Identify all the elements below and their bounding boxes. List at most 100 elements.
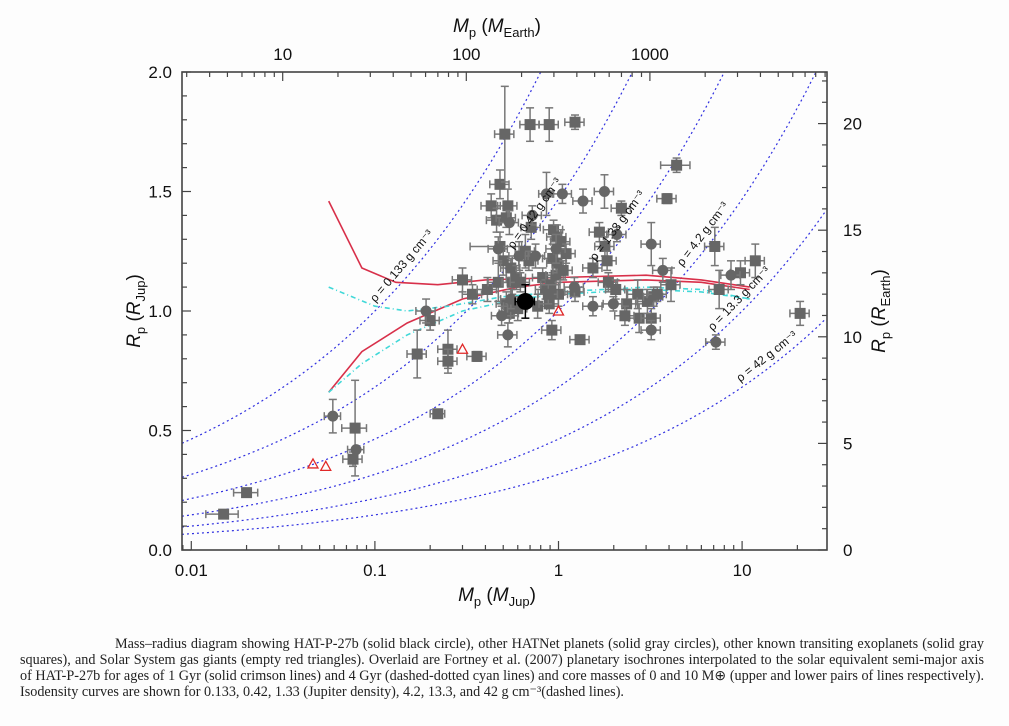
square-marker [514, 276, 526, 288]
square-marker [671, 159, 683, 171]
circle-marker [645, 324, 657, 336]
circle-marker [496, 310, 508, 322]
big-black-circle-point [514, 283, 536, 319]
gray-circle-point [323, 398, 342, 434]
x-tick-label: 1 [554, 561, 563, 580]
triangle-marker [306, 457, 320, 469]
gray-circle-point [593, 174, 615, 209]
gray-square-point [708, 269, 729, 310]
y-tick-label: 1.5 [148, 183, 172, 202]
x-tick-label: 10 [733, 561, 752, 580]
square-marker [619, 310, 631, 322]
gray-square-point [205, 508, 239, 520]
square-marker [456, 274, 468, 286]
circle-marker [556, 188, 568, 200]
triangle-marker [456, 342, 469, 354]
square-marker [601, 255, 613, 267]
gray-circle-point [720, 260, 741, 291]
circle-marker [550, 243, 562, 255]
gray-circle-point [704, 334, 726, 350]
x-tick-label: 0.1 [363, 561, 387, 580]
square-marker [411, 348, 423, 360]
square-marker [651, 288, 663, 300]
gray-square-point [537, 283, 559, 305]
circle-marker [607, 298, 619, 310]
square-marker [548, 224, 560, 236]
x2-tick-label: 10 [273, 45, 292, 64]
gray-square-point [489, 169, 510, 200]
square-marker [546, 324, 558, 336]
square-marker [587, 262, 599, 274]
isodensity-curves [182, 72, 826, 535]
square-marker [661, 193, 673, 205]
red-open-triangle-point [456, 342, 469, 354]
square-marker [560, 248, 572, 260]
gray-circle-point [524, 243, 546, 269]
y-tick-label: 0.5 [148, 422, 172, 441]
gray-circle-point [496, 322, 518, 348]
y-tick-label: 0.0 [148, 541, 172, 560]
gray-circle-point [651, 257, 673, 284]
gray-square-point [509, 272, 531, 293]
square-marker [615, 202, 627, 214]
isochrone-curves [327, 200, 750, 393]
gray-square-point [789, 300, 810, 327]
square-marker [500, 212, 512, 224]
square-marker [503, 307, 515, 319]
gray-square-point [613, 305, 635, 327]
circle-marker [420, 305, 432, 317]
data-points [205, 85, 810, 520]
circle-marker [540, 188, 552, 200]
gray-square-point [659, 157, 691, 174]
gray-circle-point [640, 319, 662, 341]
red-open-triangle-point [306, 457, 320, 469]
isochrone-1 [328, 279, 750, 393]
isochrone-2 [328, 286, 750, 312]
hat-p-27b-marker [516, 292, 534, 310]
circle-marker [513, 250, 525, 262]
y2-axis-title: Rp (REarth) [869, 269, 893, 353]
y2-tick-label: 5 [843, 434, 852, 453]
y-tick-label: 2.0 [148, 63, 172, 82]
gray-square-point [451, 267, 473, 293]
y2-tick-label: 10 [843, 328, 862, 347]
square-marker [502, 200, 514, 212]
circle-marker [502, 329, 514, 341]
square-marker [593, 226, 605, 238]
square-marker [424, 315, 436, 327]
square-marker [602, 276, 614, 288]
square-marker [466, 288, 478, 300]
gray-square-point [493, 85, 515, 183]
circle-marker [526, 209, 538, 221]
gray-square-point [646, 286, 668, 303]
square-marker [709, 240, 721, 252]
circle-marker [587, 300, 599, 312]
square-marker [505, 262, 517, 274]
gray-circle-point [605, 226, 627, 243]
square-marker [512, 303, 524, 315]
x2-axis-title: Mp (MEarth) [453, 16, 541, 40]
square-marker [552, 288, 564, 300]
x-axis-title: Mp (MJup) [458, 585, 536, 609]
square-marker [499, 128, 511, 140]
gray-circle-point [581, 295, 603, 317]
circle-marker [492, 243, 504, 255]
gray-circle-point [640, 221, 662, 267]
gray-square-point [703, 226, 725, 267]
axis-tick-labels: 0.01 0.1 1 10 10 100 1000 0.0 0.5 1.0 1.5 2.0 0 5 10 15… [148, 45, 862, 580]
square-marker [645, 312, 657, 324]
gray-square-point [232, 487, 259, 499]
circle-marker [725, 269, 737, 281]
circle-marker [598, 186, 610, 197]
square-marker [632, 288, 644, 300]
square-marker [633, 312, 645, 324]
triangle-marker [319, 460, 332, 471]
square-marker [442, 355, 454, 367]
gray-square-point [406, 329, 427, 379]
y2-tick-label: 0 [843, 541, 852, 560]
square-marker [494, 178, 506, 190]
gray-square-point [519, 107, 540, 143]
gray-square-point [564, 114, 585, 131]
gray-square-point [496, 188, 518, 224]
gray-square-point [656, 193, 677, 205]
